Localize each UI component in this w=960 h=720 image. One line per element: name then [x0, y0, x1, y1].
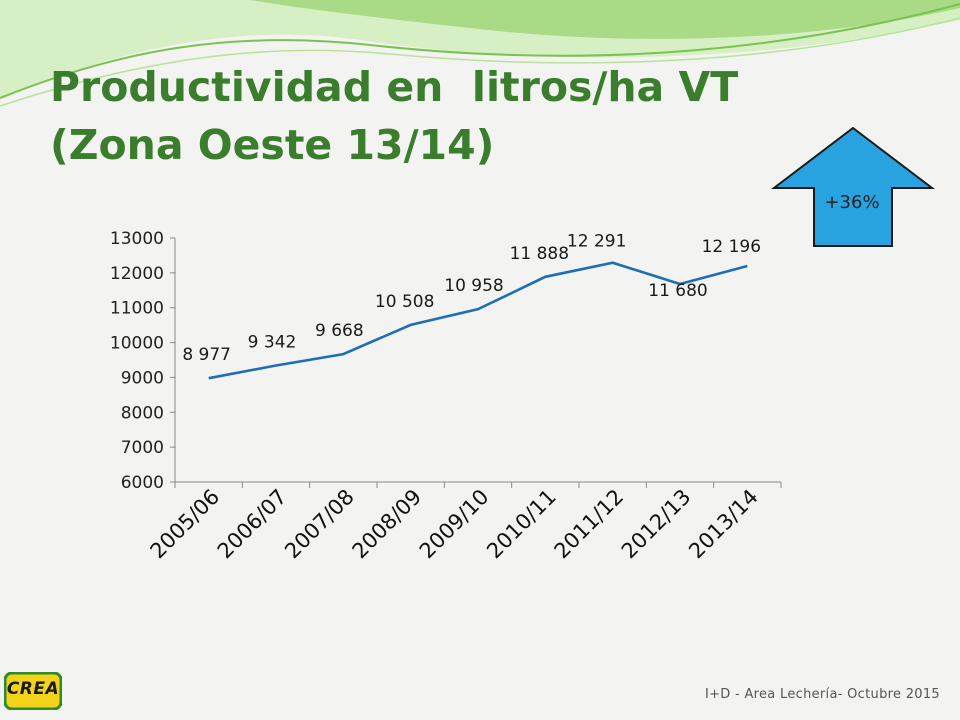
y-tick-label: 11000 [110, 299, 164, 319]
data-label: 11 680 [648, 281, 707, 301]
y-tick-labels: 6000 7000 8000 9000 10000 11000 12000 13000 [110, 229, 164, 493]
y-tick-label: 13000 [110, 229, 164, 249]
x-tick-label: 2010/11 [482, 485, 561, 564]
y-tick-label: 6000 [121, 473, 164, 493]
y-tick-label: 8000 [121, 403, 164, 423]
crea-logo-text: CREA [6, 679, 60, 699]
header-wave-line-2 [0, 17, 960, 107]
data-label: 10 958 [444, 276, 503, 296]
x-tick-label: 2011/12 [550, 485, 629, 564]
crea-logo [4, 672, 62, 710]
data-label: 10 508 [375, 292, 434, 312]
y-tick-label: 12000 [110, 264, 164, 284]
y-tick-label: 9000 [121, 368, 164, 388]
data-label: 9 668 [315, 321, 364, 341]
data-label: 12 291 [567, 232, 626, 252]
header-wave-mid [250, 0, 960, 39]
chart-axes [170, 237, 782, 488]
data-label: 12 196 [702, 237, 761, 257]
header-wave-line [0, 3, 960, 99]
data-label: 9 342 [248, 333, 297, 353]
x-tick-label: 2006/07 [213, 485, 292, 564]
x-tick-label: 2009/10 [415, 485, 494, 564]
footer-credit: I+D - Area Lechería- Octubre 2015 [704, 687, 940, 702]
x-tick-labels: 2005/062006/072007/082008/092009/102010/… [146, 485, 763, 564]
data-label: 8 977 [182, 345, 231, 365]
x-tick-label: 2007/08 [280, 485, 359, 564]
up-arrow-shape [771, 126, 935, 247]
up-arrow-icon [771, 126, 935, 247]
x-tick-label: 2008/09 [348, 485, 427, 564]
data-label: 11 888 [510, 244, 569, 264]
slide-title: Productividad en litros/ha VT (Zona Oest… [50, 63, 739, 169]
x-tick-label: 2013/14 [684, 485, 763, 564]
x-tick-label: 2005/06 [146, 485, 225, 564]
series-line [208, 261, 748, 380]
x-tick-label: 2012/13 [617, 485, 696, 564]
y-tick-label: 10000 [110, 334, 164, 354]
y-tick-label: 7000 [121, 438, 164, 458]
growth-percentage: +36% [824, 192, 880, 213]
